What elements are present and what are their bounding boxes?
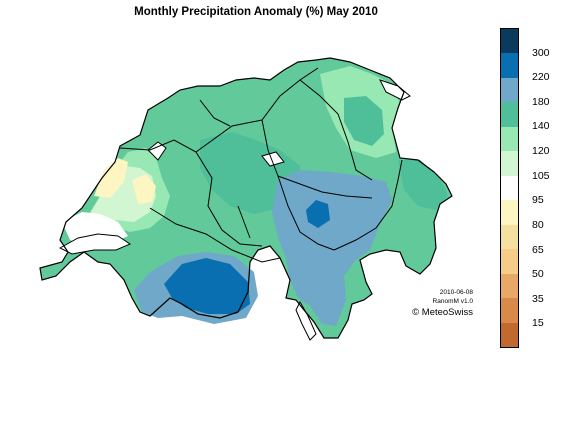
far-east-low-region [398, 160, 448, 210]
legend-swatch [501, 224, 518, 250]
legend-label: 105 [532, 169, 550, 182]
lake-geneva [58, 233, 132, 255]
country-border [39, 57, 453, 339]
lake-maggiore [295, 300, 317, 341]
eastern-very-high-region [272, 170, 392, 326]
northeast-high-anomaly-region [344, 96, 384, 146]
western-dry-region-a [94, 158, 128, 198]
legend-label: 220 [532, 71, 550, 84]
brand-credit: © MeteoSwiss [412, 307, 473, 318]
legend-swatch [501, 29, 518, 54]
legend-label: 15 [532, 317, 544, 330]
southern-extreme-region [164, 258, 250, 314]
canton-boundaries [119, 67, 403, 263]
map-version: RanomM v1.0 [432, 298, 473, 305]
map-date: 2010-06-08 [439, 289, 473, 296]
lake-lucerne [261, 151, 285, 167]
color-legend [500, 28, 519, 348]
legend-swatch [501, 273, 518, 299]
legend-label: 140 [532, 120, 550, 133]
legend-label: 120 [532, 145, 550, 158]
legend-swatch [501, 151, 518, 176]
legend-label: 65 [532, 243, 544, 256]
legend-label: 35 [532, 292, 544, 305]
lake-neuchatel [147, 141, 167, 161]
legend-swatch [501, 102, 518, 127]
western-dry-region-b [132, 174, 156, 204]
map-title: Monthly Precipitation Anomaly (%) May 20… [134, 6, 378, 18]
legend-swatch [501, 200, 518, 225]
eastern-extreme-spot [306, 200, 330, 228]
legend-swatch [501, 175, 518, 201]
legend-label: 180 [532, 95, 550, 108]
legend-swatch [501, 322, 518, 348]
legend-swatch [501, 77, 518, 103]
legend-label: 50 [532, 268, 544, 281]
legend-swatch [501, 298, 518, 323]
legend-swatch [501, 249, 518, 274]
switzerland-shape [39, 57, 453, 341]
legend-swatch [501, 53, 518, 78]
legend-swatch [501, 126, 518, 152]
legend-label: 80 [532, 218, 544, 231]
legend-label: 95 [532, 194, 544, 207]
legend-label: 300 [532, 46, 550, 59]
